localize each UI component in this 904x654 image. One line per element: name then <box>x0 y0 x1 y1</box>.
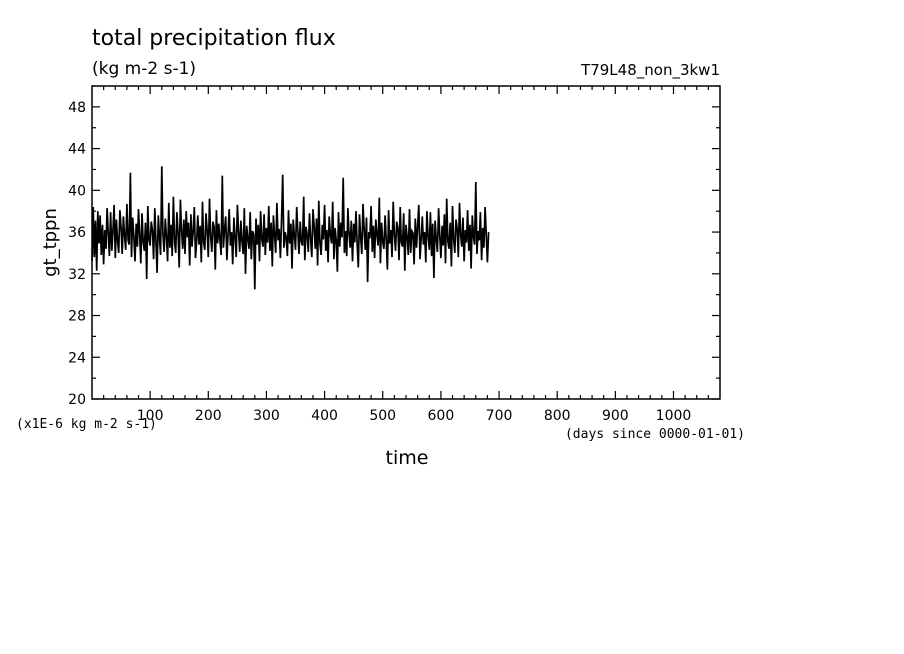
chart-title: total precipitation flux <box>92 26 336 51</box>
x-tick-label: 1000 <box>656 408 692 424</box>
series-line-gt-tppn <box>91 166 490 290</box>
y-tick-label: 44 <box>68 142 86 158</box>
x-tick-label: 700 <box>486 408 513 424</box>
y-scale-note: (x1E-6 kg m-2 s-1) <box>16 417 157 432</box>
x-axis-label: time <box>386 447 429 469</box>
x-tick-label: 300 <box>253 408 280 424</box>
x-axis: 100 200 300 400 500 600 700 800 900 1000 <box>103 86 709 424</box>
x-tick-label: 900 <box>602 408 629 424</box>
run-label: T79L48_non_3kw1 <box>580 61 720 80</box>
y-tick-label: 20 <box>68 392 86 408</box>
x-tick-label: 200 <box>195 408 222 424</box>
y-tick-label: 24 <box>68 350 86 366</box>
y-tick-label: 28 <box>68 309 86 325</box>
y-axis: 20 24 28 32 36 40 44 48 <box>68 85 720 408</box>
chart-units-subtitle: (kg m-2 s-1) <box>92 59 196 79</box>
y-tick-label: 36 <box>68 225 86 241</box>
x-tick-label: 500 <box>369 408 396 424</box>
x-tick-label: 600 <box>428 408 455 424</box>
x-units-note: (days since 0000-01-01) <box>565 427 745 442</box>
x-tick-label: 400 <box>311 408 338 424</box>
x-tick-label: 800 <box>544 408 571 424</box>
y-tick-label: 32 <box>68 267 86 283</box>
y-axis-label: gt_tppn <box>40 208 61 277</box>
x-tick-label: 100 <box>137 408 164 424</box>
y-tick-label: 48 <box>68 100 86 116</box>
y-tick-label: 40 <box>68 183 86 199</box>
